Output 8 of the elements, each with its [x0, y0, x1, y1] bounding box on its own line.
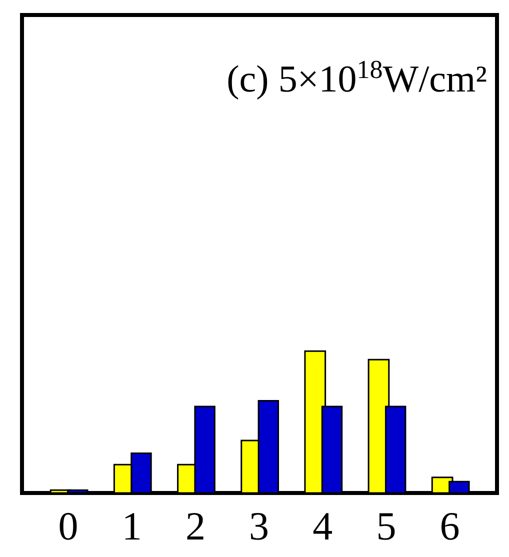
x-tick-label: 1	[122, 504, 142, 548]
x-tick-label: 6	[440, 504, 460, 548]
x-tick-label: 3	[249, 504, 270, 548]
x-tick-label: 4	[312, 504, 333, 548]
x-tick-label: 0	[58, 504, 78, 548]
x-tick-label: 5	[376, 504, 396, 548]
chart-title: (c) 5×10$^{18}$W/cm²	[226, 55, 487, 102]
x-tick-label: 2	[185, 504, 206, 548]
